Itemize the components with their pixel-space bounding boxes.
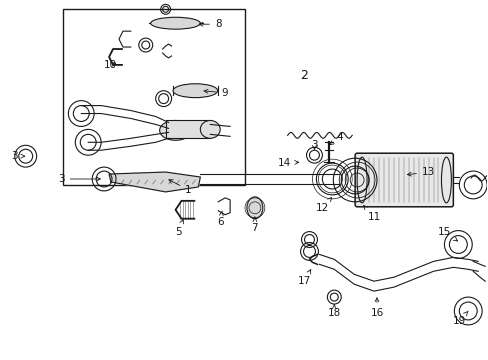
Text: 12: 12 [315, 198, 331, 213]
Ellipse shape [160, 121, 191, 140]
Text: 18: 18 [327, 305, 340, 318]
Text: 16: 16 [369, 298, 383, 318]
Text: 15: 15 [437, 226, 457, 241]
Polygon shape [109, 172, 200, 192]
Text: 3: 3 [58, 174, 100, 184]
Text: 1: 1 [168, 180, 191, 195]
Ellipse shape [246, 197, 263, 219]
Ellipse shape [150, 17, 200, 29]
FancyBboxPatch shape [354, 153, 452, 207]
Ellipse shape [200, 121, 220, 138]
Text: 3: 3 [310, 140, 317, 150]
Text: 2: 2 [300, 69, 308, 82]
Text: 19: 19 [452, 311, 467, 326]
Text: 13: 13 [407, 167, 434, 177]
Text: 6: 6 [217, 211, 223, 227]
Ellipse shape [173, 84, 217, 98]
Bar [63, 9, 244, 185]
Text: 4: 4 [329, 132, 342, 145]
Text: 9: 9 [203, 88, 228, 98]
Text: 17: 17 [297, 270, 310, 286]
Text: 5: 5 [175, 220, 183, 237]
Text: 14: 14 [278, 158, 298, 168]
Text: 8: 8 [199, 19, 221, 29]
Bar [165, 121, 210, 138]
Text: 3: 3 [11, 151, 25, 161]
Text: 10: 10 [103, 60, 116, 70]
Text: 11: 11 [363, 206, 380, 222]
Text: 7: 7 [251, 217, 258, 233]
